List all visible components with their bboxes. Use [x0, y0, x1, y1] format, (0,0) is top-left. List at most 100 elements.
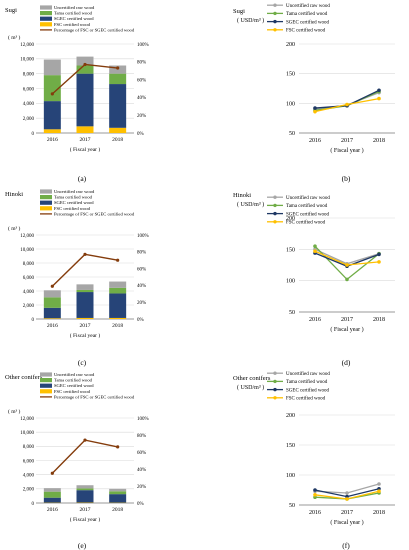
y-tick-label: 100 [286, 279, 295, 285]
y-axis-label: ( m³ ) [8, 225, 21, 232]
panel-label: (d) [342, 358, 351, 367]
chart-title: Sugi [5, 7, 17, 14]
y2-tick-label: 60% [137, 267, 146, 272]
y2-tick-label: 100% [137, 417, 149, 422]
y2-tick-label: 40% [137, 468, 146, 473]
legend-label: Tama certified wood [54, 378, 93, 383]
legend-swatch-sgec-certified-wood [40, 383, 52, 388]
legend-label: Uncertified raw wood [286, 196, 330, 201]
x-tick-label: 2016 [309, 317, 321, 323]
x-tick-label: 2017 [80, 323, 91, 329]
y-tick-label: 12,000 [20, 234, 34, 239]
bar-uncertified-raw-wood-2018 [109, 281, 127, 288]
y-tick-label: 8,000 [23, 72, 35, 77]
x-tick-label: 2017 [80, 137, 91, 143]
bar-uncertified-raw-wood-2016 [43, 59, 61, 76]
legend-label: SGEC certified wood [54, 200, 94, 205]
legend-label: Uncertified raw wood [286, 372, 330, 377]
y-axis-label: ( USD/m³ ) [237, 17, 264, 24]
y-tick-label: 100 [286, 101, 295, 107]
y2-tick-label: 80% [137, 434, 146, 439]
x-tick-label: 2018 [373, 138, 385, 144]
legend-label: Percentage of FSC or SGEC certified wood [54, 394, 135, 399]
y-tick-label: 4,000 [23, 290, 35, 295]
pct-point-2016 [50, 92, 54, 96]
y-tick-label: 150 [286, 247, 295, 253]
y2-tick-label: 40% [137, 96, 146, 101]
y-tick-label: 200 [286, 42, 295, 48]
legend-label: Tama certified wood [54, 11, 93, 16]
y2-tick-label: 80% [137, 61, 146, 66]
bar-sgec-certified-wood-2017 [76, 490, 94, 503]
legend-swatch-uncertified-raw-wood [40, 189, 52, 194]
line-chart-b: Sugi ( USD/m³ ) Uncertified raw wood Tama c… [233, 3, 395, 183]
point-fsc-certified-wood-2016 [313, 493, 317, 497]
y-tick-label: 6,000 [23, 459, 35, 464]
y-tick-label: 50 [289, 310, 295, 316]
pct-point-2017 [83, 438, 87, 442]
point-fsc-certified-wood-2016 [313, 249, 317, 254]
legend-swatch-sgec-certified-wood [40, 16, 52, 21]
y-tick-label: 8,000 [23, 445, 35, 450]
point-tama-certified-wood-2016 [313, 244, 317, 248]
x-axis-label: ( Fiscal year ) [70, 516, 101, 523]
y-tick-label: 4,000 [23, 102, 35, 107]
y-tick-label: 6,000 [23, 276, 35, 281]
bar-sgec-certified-wood-2016 [43, 307, 61, 319]
legend-label: SGEC certified wood [286, 388, 330, 393]
legend-label: FSC certified wood [54, 22, 91, 27]
y-tick-label: 2,000 [23, 304, 35, 309]
legend-label: SGEC certified wood [286, 212, 330, 217]
panel-label: (c) [78, 358, 87, 367]
legend-label: Percentage of FSC or SGEC certified wood [54, 211, 135, 216]
point-tama-certified-wood-2017 [345, 277, 349, 282]
y-tick-label: 4,000 [23, 473, 35, 478]
y-tick-label: 150 [286, 443, 295, 449]
y-tick-label: 10,000 [20, 431, 34, 436]
chart-title: Hinoki [5, 191, 23, 198]
x-axis-label: ( Fiscal year ) [330, 147, 363, 154]
legend-label: Tama certified wood [286, 12, 328, 17]
y-tick-label: 10,000 [20, 58, 34, 63]
legend-label: FSC certified wood [54, 389, 91, 394]
y-axis-label: ( m³ ) [8, 34, 21, 41]
bar-fsc-certified-wood-2016 [43, 318, 61, 319]
y-tick-label: 200 [286, 216, 295, 222]
legend-swatch-uncertified-raw-wood [40, 372, 52, 377]
bar-uncertified-raw-wood-2016 [43, 290, 61, 298]
y-axis-label: ( USD/m³ ) [237, 201, 264, 208]
x-tick-label: 2016 [47, 137, 58, 143]
y2-tick-label: 0% [137, 502, 144, 507]
x-tick-label: 2017 [341, 510, 353, 516]
point-sgec-certified-wood-2018 [377, 252, 381, 257]
y2-tick-label: 40% [137, 284, 146, 289]
x-tick-label: 2018 [112, 137, 123, 143]
legend-label: Percentage of FSC or SGEC certified wood [54, 27, 135, 32]
x-tick-label: 2016 [47, 323, 58, 329]
panel-label: (b) [342, 174, 351, 183]
y2-tick-label: 20% [137, 114, 146, 119]
x-axis-label: ( Fiscal year ) [70, 146, 101, 153]
x-tick-label: 2017 [80, 507, 91, 513]
point-sgec-certified-wood-2018 [377, 88, 381, 93]
point-sgec-certified-wood-2016 [313, 106, 317, 110]
y2-tick-label: 100% [137, 43, 149, 48]
point-uncertified-raw-wood-2018 [377, 482, 381, 486]
pct-point-2016 [50, 284, 54, 288]
chart-title: Other conifers [233, 375, 271, 382]
bar-sgec-certified-wood-2017 [76, 292, 94, 318]
legend-label: Tama certified wood [286, 204, 328, 209]
legend-label: FSC certified wood [286, 221, 326, 226]
x-tick-label: 2016 [309, 510, 321, 516]
bar-uncertified-raw-wood-2017 [76, 56, 94, 66]
y-tick-label: 100 [286, 473, 295, 479]
bar-sgec-certified-wood-2018 [109, 293, 127, 318]
x-tick-label: 2018 [373, 510, 385, 516]
y2-tick-label: 60% [137, 78, 146, 83]
panel-label: (f) [342, 541, 350, 550]
bar-uncertified-raw-wood-2017 [76, 485, 94, 489]
x-tick-label: 2017 [341, 317, 353, 323]
x-axis-label: ( Fiscal year ) [330, 326, 363, 333]
y2-tick-label: 80% [137, 251, 146, 256]
legend-label: Uncertified raw wood [54, 189, 95, 194]
